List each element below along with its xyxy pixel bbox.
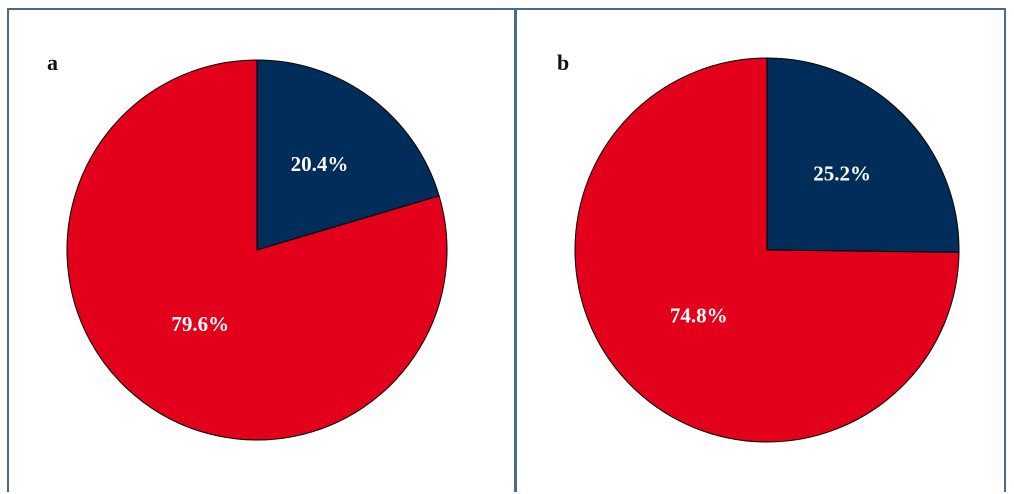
slice-data-label: 79.6% xyxy=(171,312,229,336)
slice-data-label: 20.4% xyxy=(291,152,349,176)
chart-panel-b: b 25.2% 74.8% xyxy=(515,8,1006,492)
pie-slice-large xyxy=(574,57,960,443)
pie-chart-b: 25.2% 74.8% xyxy=(574,57,960,443)
pie-slice-small xyxy=(766,57,960,253)
panel-label: b xyxy=(557,50,570,75)
panel-label: a xyxy=(47,50,58,75)
pie-slice-small xyxy=(256,59,440,251)
slice-data-label: 25.2% xyxy=(813,162,871,186)
pie-slice-large xyxy=(66,59,448,441)
pie-chart-a: 20.4% 79.6% xyxy=(66,59,448,441)
chart-panel-a: a 20.4% 79.6% xyxy=(7,8,516,492)
slice-data-label: 74.8% xyxy=(670,303,728,327)
